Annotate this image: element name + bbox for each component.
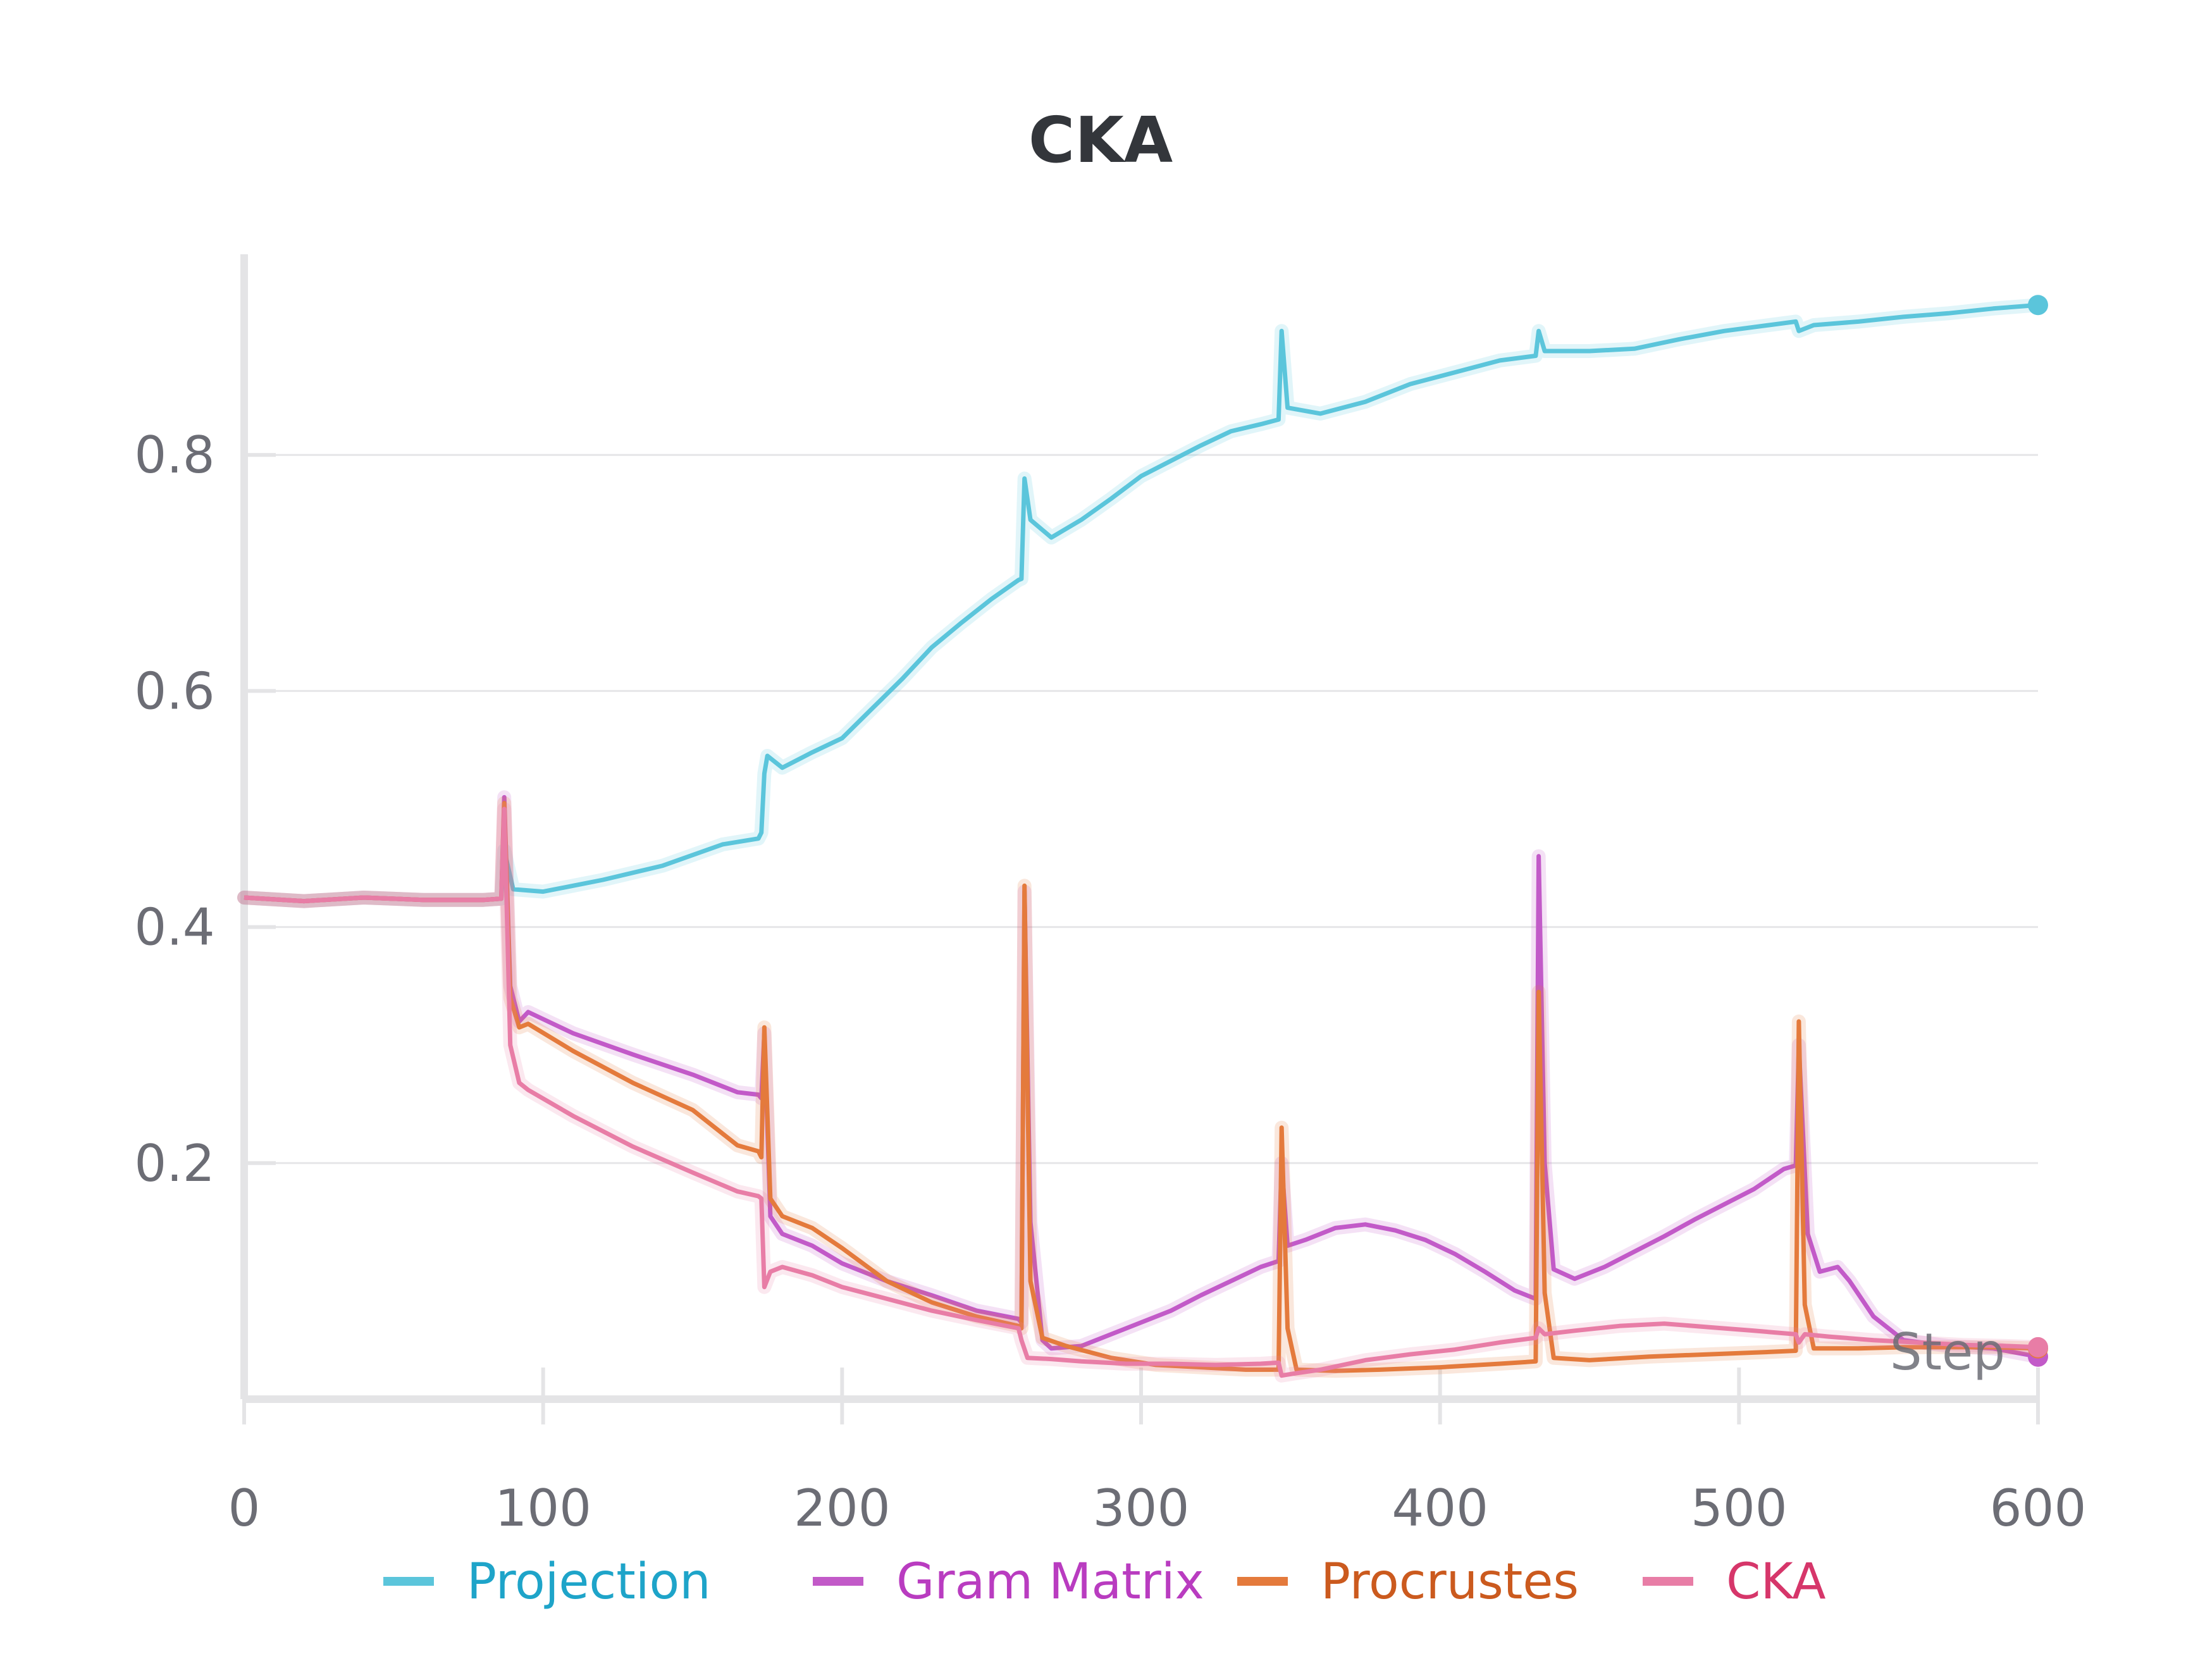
x-tick-label: 600 (1990, 1479, 2087, 1538)
chart-title: CKA (1028, 103, 1173, 177)
legend-item-cka[interactable]: CKA (1643, 1553, 1826, 1610)
x-tick-label: 400 (1392, 1479, 1488, 1538)
series-endpoint-cka (2028, 1337, 2048, 1357)
x-tick-label: 300 (1093, 1479, 1190, 1538)
series-endpoint-projection (2028, 295, 2048, 316)
y-tick-label: 0.8 (134, 426, 214, 485)
y-ticks: 0.2 0.4 0.6 0.8 (134, 426, 276, 1193)
legend-label: CKA (1726, 1553, 1826, 1610)
x-ticks: 0 100 200 300 400 500 600 (228, 1368, 2087, 1538)
y-tick-label: 0.2 (134, 1134, 214, 1193)
legend-item-gram-matrix[interactable]: Gram Matrix (813, 1553, 1204, 1610)
series-band-projection (237, 298, 2045, 908)
x-tick-label: 500 (1691, 1479, 1788, 1538)
grid (244, 454, 2038, 1164)
x-tick-label: 200 (794, 1479, 891, 1538)
legend-label: Gram Matrix (896, 1553, 1204, 1610)
series-line-projection (244, 302, 2039, 904)
series-layer (237, 295, 2048, 1383)
y-tick-label: 0.4 (134, 898, 214, 957)
series-line-cka (244, 806, 2039, 1378)
x-axis-label: Step (1890, 1323, 2005, 1381)
legend-label: Procrustes (1321, 1553, 1579, 1610)
legend-item-projection[interactable]: Projection (383, 1553, 711, 1610)
series-band-cka (237, 802, 2045, 1383)
legend-item-procrustes[interactable]: Procrustes (1237, 1553, 1579, 1610)
series-line-gram-matrix (244, 794, 2039, 1359)
legend: Projection Gram Matrix Procrustes CKA (383, 1553, 1826, 1610)
x-tick-label: 100 (495, 1479, 591, 1538)
legend-label: Projection (467, 1553, 711, 1610)
y-tick-label: 0.6 (134, 662, 214, 720)
x-tick-label: 0 (228, 1479, 261, 1538)
series-band-procrustes (237, 796, 2045, 1378)
series-line-procrustes (244, 801, 2039, 1373)
